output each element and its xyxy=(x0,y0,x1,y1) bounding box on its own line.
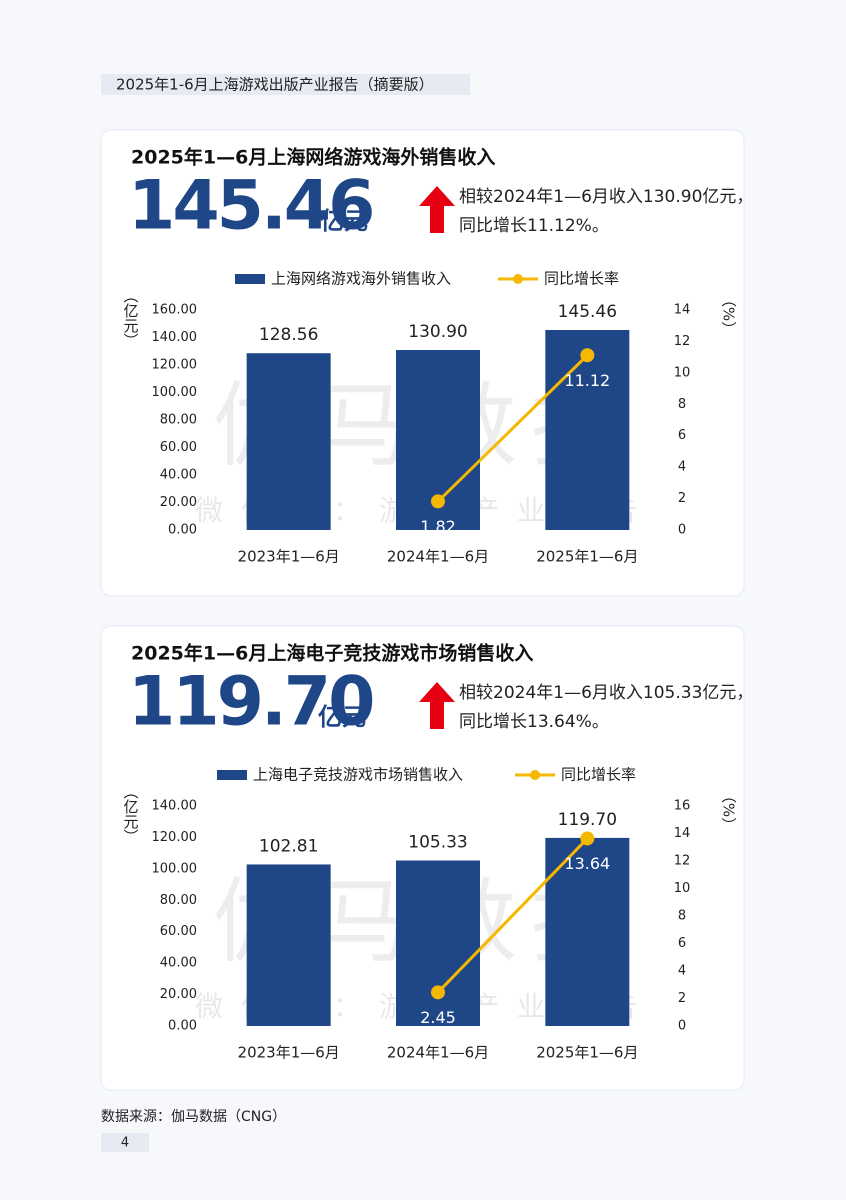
line xyxy=(436,837,589,994)
bar-value-label: 128.56 xyxy=(259,325,318,345)
bar xyxy=(246,353,331,530)
y-tick-label: 60.00 xyxy=(160,924,197,939)
legend-swatch xyxy=(217,770,247,780)
y-tick-label: 80.00 xyxy=(160,413,197,428)
legend-swatch xyxy=(235,274,265,284)
note: 相较2024年1—6月收入130.90亿元， xyxy=(459,187,753,207)
y2-tick-label: 0 xyxy=(678,1019,686,1034)
y-tick-label: 160.00 xyxy=(152,303,198,318)
y2-tick-label: 16 xyxy=(674,799,691,814)
line-point xyxy=(580,348,595,363)
y-tick-label: 0.00 xyxy=(168,523,197,538)
bar xyxy=(246,864,331,1026)
y2-tick-label: 14 xyxy=(674,303,691,318)
header-title: 2025年1-6月上海游戏出版产业报告（摘要版） xyxy=(116,76,434,94)
bar-value-label: 130.90 xyxy=(408,322,467,342)
line-value-label: 1.82 xyxy=(420,517,456,536)
y2-tick-label: 4 xyxy=(678,460,686,475)
line-value-label: 13.64 xyxy=(564,854,610,873)
note: 同比增长11.12%。 xyxy=(459,216,609,236)
y2-tick-label: 10 xyxy=(674,881,691,896)
y2-tick-label: 6 xyxy=(678,936,686,951)
header-band xyxy=(101,74,470,95)
y2-tick-label: 2 xyxy=(678,991,686,1006)
y2-tick-label: 8 xyxy=(678,397,686,412)
legend-dot xyxy=(530,770,540,780)
line-value-label: 2.45 xyxy=(420,1008,456,1027)
bar-value-label: 102.81 xyxy=(259,836,318,856)
bar-value-label: 105.33 xyxy=(408,832,467,852)
x-tick-label: 2024年1—6月 xyxy=(387,548,489,566)
line-point xyxy=(580,831,595,846)
page-number: 4 xyxy=(121,1136,129,1151)
legend-label: 同比增长率 xyxy=(561,766,636,784)
bar xyxy=(545,329,630,530)
y2-tick-label: 8 xyxy=(678,909,686,924)
bar-value-label: 145.46 xyxy=(558,302,617,322)
headline-unit: 亿元 xyxy=(318,703,366,731)
note: 相较2024年1—6月收入105.33亿元， xyxy=(459,683,753,703)
legend-label: 上海网络游戏海外销售收入 xyxy=(271,270,451,288)
chart-title: 2025年1—6月上海电子竞技游戏市场销售收入 xyxy=(131,642,533,665)
y-axis-label: （亿元） xyxy=(122,288,140,348)
x-tick-label: 2023年1—6月 xyxy=(238,1044,340,1062)
y-tick-label: 100.00 xyxy=(152,861,198,876)
x-tick-label: 2024年1—6月 xyxy=(387,1044,489,1062)
y-tick-label: 40.00 xyxy=(160,468,197,483)
legend-label: 上海电子竞技游戏市场销售收入 xyxy=(253,766,463,784)
y2-tick-label: 12 xyxy=(674,854,691,869)
up-arrow xyxy=(419,682,455,729)
y2-axis-label: （%） xyxy=(720,788,738,832)
y-tick-label: 60.00 xyxy=(160,440,197,455)
y2-tick-label: 0 xyxy=(678,523,686,538)
legend-dot xyxy=(513,274,523,284)
y-tick-label: 40.00 xyxy=(160,956,197,971)
x-tick-label: 2023年1—6月 xyxy=(238,548,340,566)
bar xyxy=(396,860,480,1026)
y2-axis-label: （%） xyxy=(720,292,738,336)
line xyxy=(436,354,589,503)
line-value-label: 11.12 xyxy=(564,371,610,390)
headline-value: 145.46 xyxy=(128,167,372,246)
y-tick-label: 20.00 xyxy=(160,495,197,510)
up-arrow xyxy=(419,186,455,233)
y-tick-label: 140.00 xyxy=(152,799,198,814)
headline-value: 119.70 xyxy=(128,663,373,742)
y-tick-label: 20.00 xyxy=(160,987,197,1002)
y2-tick-label: 14 xyxy=(674,826,691,841)
y-axis-label: （亿元） xyxy=(122,784,140,844)
source: 数据来源：伽马数据（CNG） xyxy=(101,1109,286,1125)
bar-value-label: 119.70 xyxy=(558,810,617,830)
x-tick-label: 2025年1—6月 xyxy=(536,548,638,566)
y2-tick-label: 2 xyxy=(678,491,686,506)
y-tick-label: 0.00 xyxy=(168,1019,197,1034)
headline-unit: 亿元 xyxy=(320,207,368,235)
note: 同比增长13.64%。 xyxy=(459,712,609,732)
page-band xyxy=(101,1133,149,1152)
y2-tick-label: 10 xyxy=(674,365,691,380)
legend-label: 同比增长率 xyxy=(544,270,619,288)
y2-tick-label: 4 xyxy=(678,964,686,979)
y2-tick-label: 6 xyxy=(678,428,686,443)
x-tick-label: 2025年1—6月 xyxy=(536,1044,638,1062)
y-tick-label: 140.00 xyxy=(152,330,198,345)
y-tick-label: 120.00 xyxy=(152,830,198,845)
y-tick-label: 100.00 xyxy=(152,385,198,400)
line-point xyxy=(431,494,445,509)
y-tick-label: 80.00 xyxy=(160,893,197,908)
y-tick-label: 120.00 xyxy=(152,358,198,373)
y2-tick-label: 12 xyxy=(674,334,691,349)
chart-title: 2025年1—6月上海网络游戏海外销售收入 xyxy=(131,146,495,169)
line-point xyxy=(431,985,445,1000)
